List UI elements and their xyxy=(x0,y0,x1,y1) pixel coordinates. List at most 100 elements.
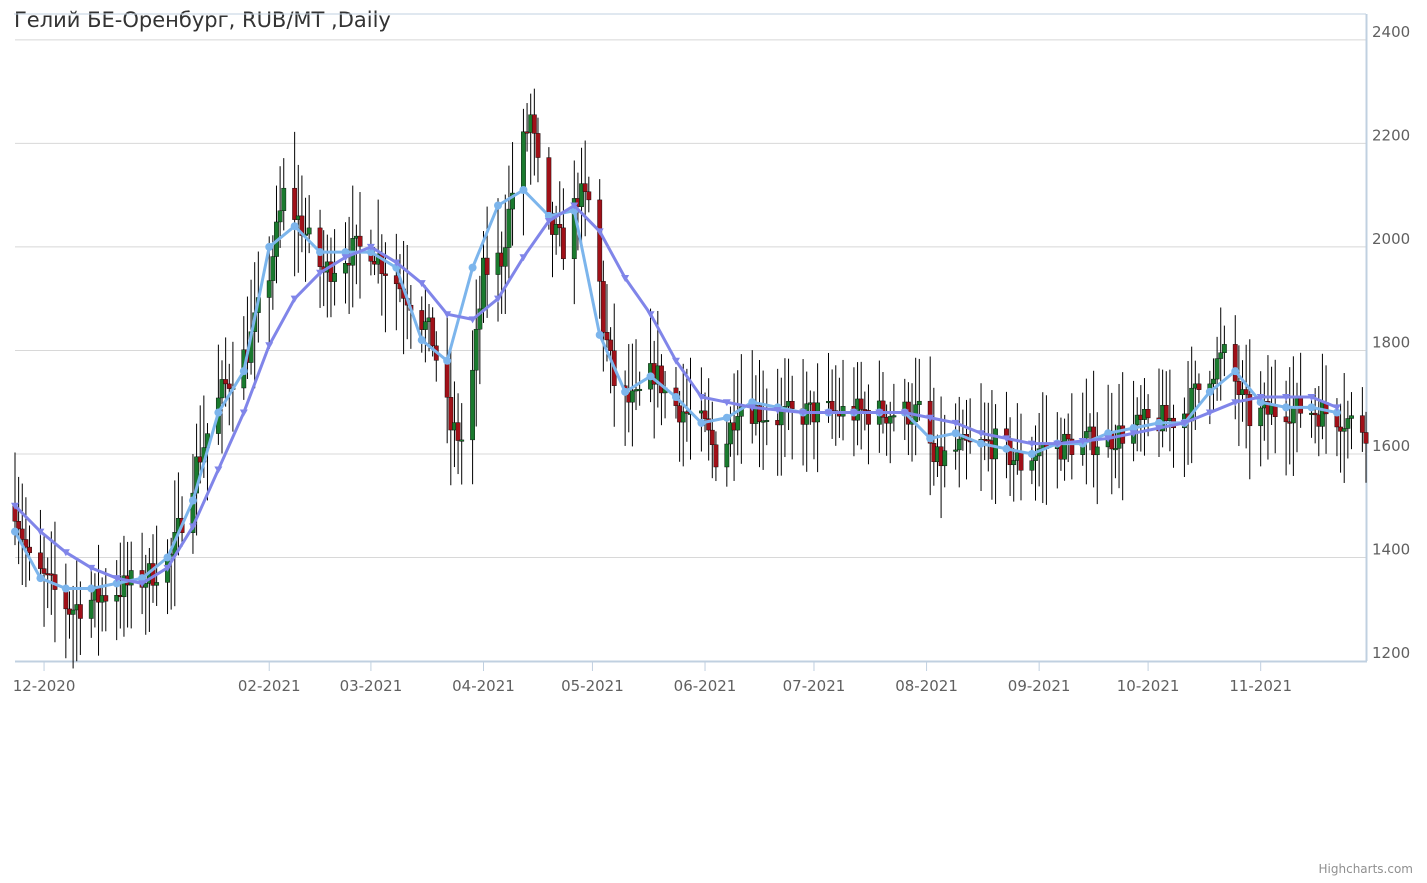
ma-fast-point xyxy=(443,356,452,365)
candle-body xyxy=(789,401,795,409)
ma-fast-point xyxy=(748,398,757,407)
candle-body xyxy=(953,449,959,452)
ma-slow-point xyxy=(316,269,325,277)
ma-fast-point xyxy=(36,574,45,583)
ma-slow-point xyxy=(824,409,833,417)
ma-slow-point xyxy=(163,564,172,572)
candle-body xyxy=(393,275,399,285)
gridlines xyxy=(15,39,1366,662)
x-tick-label: 11-2021 xyxy=(1229,677,1292,695)
candle-body xyxy=(927,400,933,444)
candle-body xyxy=(70,609,76,615)
ma-fast-point xyxy=(1332,408,1341,417)
ma-fast-point xyxy=(1307,403,1316,412)
candle-body xyxy=(27,546,32,554)
ma-slow-point xyxy=(799,409,808,417)
candle-body xyxy=(455,422,461,441)
candle-body xyxy=(521,131,526,194)
candle-body xyxy=(942,450,948,467)
ma-slow-point xyxy=(900,409,909,417)
moving-average-lines xyxy=(11,185,1341,593)
x-tick-label: 03-2021 xyxy=(340,677,403,695)
ma-fast-point xyxy=(239,367,248,376)
candle-body xyxy=(1236,381,1242,395)
ma-fast-point xyxy=(1154,418,1163,427)
ma-slow-point xyxy=(671,357,680,365)
candle-body xyxy=(143,583,149,588)
ma-slow-point xyxy=(1027,440,1036,448)
candle-body xyxy=(557,224,563,229)
candle-body xyxy=(600,281,606,333)
candle-body xyxy=(956,438,962,451)
ma-fast-point xyxy=(646,372,655,381)
ma-slow-point xyxy=(265,342,274,350)
x-tick-label: 10-2021 xyxy=(1117,677,1180,695)
ma-slow-point xyxy=(773,406,782,414)
ma-slow-point xyxy=(138,580,147,588)
ma-slow-point xyxy=(570,202,579,210)
x-tick-label: 02-2021 xyxy=(238,677,301,695)
candlesticks xyxy=(12,88,1369,669)
ma-slow-point xyxy=(443,311,452,319)
candle-body xyxy=(1029,460,1035,471)
ma-fast-point xyxy=(138,574,147,583)
candle-body xyxy=(1062,433,1067,460)
candle-body xyxy=(916,400,922,405)
ma-slow-point xyxy=(1205,409,1214,417)
candle-body xyxy=(1283,416,1289,423)
x-tick-label: 08-2021 xyxy=(895,677,958,695)
candle-body xyxy=(1094,446,1100,456)
candle-body xyxy=(887,416,893,424)
candle-body xyxy=(1290,406,1296,424)
ma-slow-point xyxy=(544,218,553,226)
highcharts-credits-link[interactable]: Highcharts.com xyxy=(1318,862,1413,876)
candle-body xyxy=(473,328,479,371)
x-tick-label: 05-2021 xyxy=(561,677,624,695)
y-tick-label: 2400 xyxy=(1372,23,1410,41)
candle-body xyxy=(477,308,483,330)
candle-body xyxy=(88,599,94,619)
ma-slow-point xyxy=(748,404,757,412)
ma-slow-point xyxy=(875,409,884,417)
ma-fast-point xyxy=(1282,403,1291,412)
x-tick-label: 06-2021 xyxy=(674,677,737,695)
ma-slow-point xyxy=(494,295,503,303)
candle-body xyxy=(41,568,47,574)
candle-body xyxy=(343,263,348,274)
candle-body xyxy=(1345,418,1351,429)
ma-slow-point xyxy=(112,575,121,583)
candle-body xyxy=(778,411,784,426)
candle-body xyxy=(586,191,592,201)
candle-body xyxy=(1018,452,1024,471)
candle-body xyxy=(1083,431,1089,439)
ma-slow-point xyxy=(1078,438,1087,446)
candle-body xyxy=(829,401,835,411)
candle-body xyxy=(582,183,588,192)
candle-body xyxy=(702,410,708,419)
candle-body xyxy=(1211,378,1216,385)
y-tick-label: 2200 xyxy=(1372,126,1410,144)
ma-slow-point xyxy=(392,259,401,267)
ma-fast-point xyxy=(494,201,503,210)
ma-fast-point xyxy=(1205,387,1214,396)
candle-body xyxy=(1033,455,1038,461)
candle-body xyxy=(77,604,83,619)
ma-slow-point xyxy=(188,523,197,531)
candle-body xyxy=(226,383,232,389)
ma-fast-point xyxy=(112,579,121,588)
ma-fast-point xyxy=(87,584,96,593)
ma-slow-point xyxy=(849,409,858,417)
y-tick-label: 1600 xyxy=(1372,437,1410,455)
candle-body xyxy=(550,212,555,235)
candle-body xyxy=(684,411,690,414)
tick-labels: 1200 1400 1600 1800 2000 2200 2400 12-2020 02-20… xyxy=(13,23,1410,695)
candle-body xyxy=(1011,460,1017,466)
candle-body xyxy=(1218,352,1224,359)
ma-fast-point xyxy=(1104,429,1113,438)
ma-fast-point xyxy=(341,248,350,257)
ma-slow-point xyxy=(595,228,604,236)
ma-slow-point xyxy=(417,280,426,288)
candle-body xyxy=(604,332,610,341)
ma-fast-point xyxy=(214,408,223,417)
